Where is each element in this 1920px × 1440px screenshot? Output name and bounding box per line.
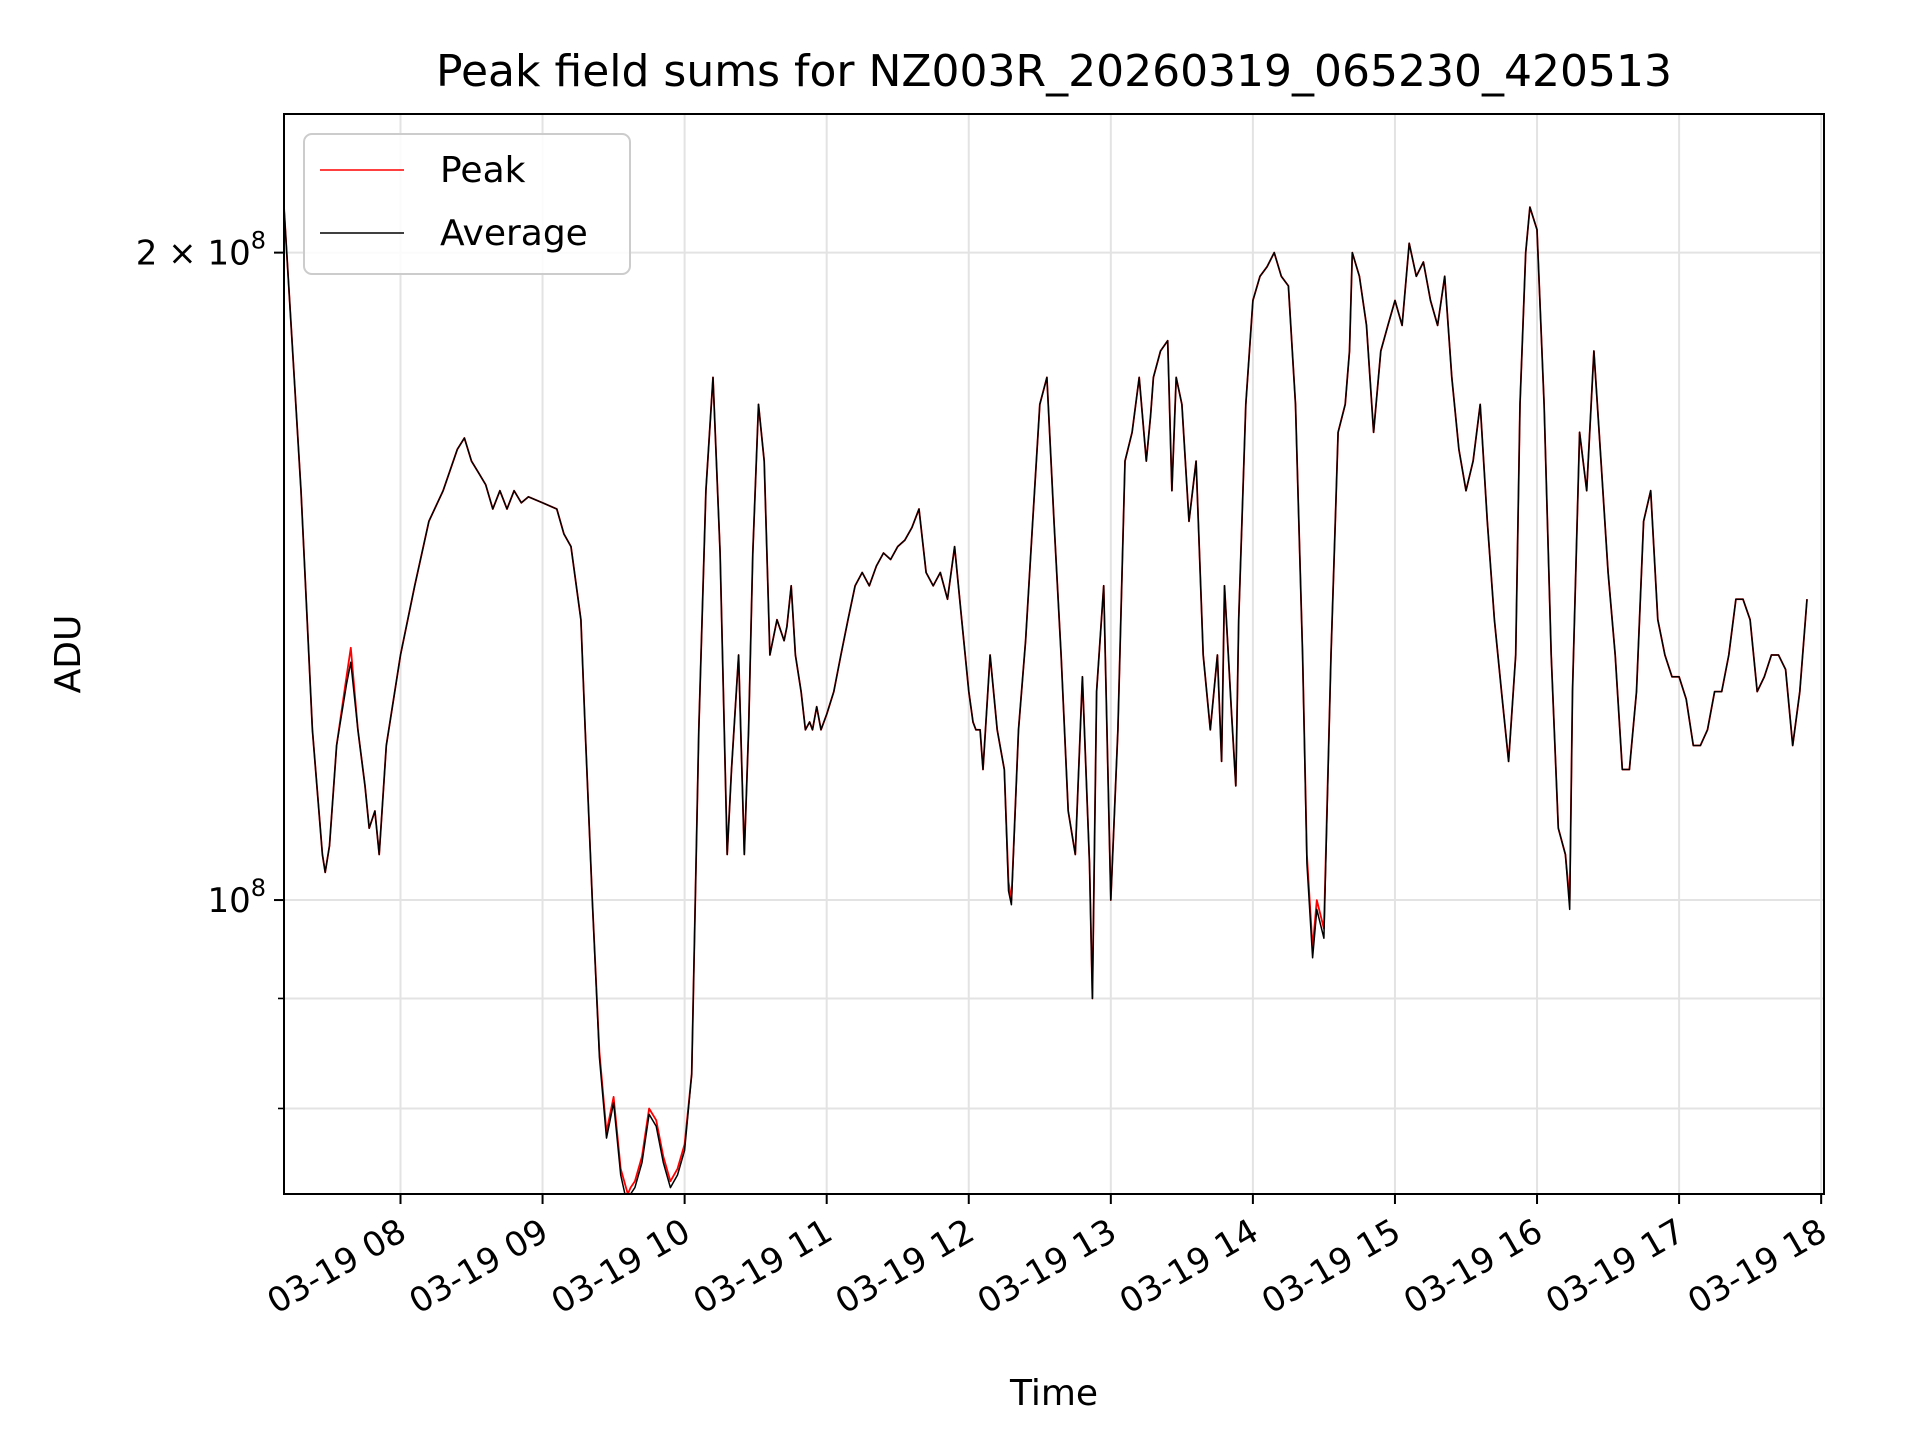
y-tick-label-base: 2 × 10 <box>136 234 251 274</box>
x-axis-label: Time <box>1009 1373 1098 1414</box>
chart-title: Peak field sums for NZ003R_20260319_0652… <box>436 46 1672 97</box>
series-group <box>284 206 1808 1194</box>
legend: Peak Average <box>303 133 631 275</box>
y-tick-label-base: 10 <box>207 881 250 921</box>
y-tick-label: 108 <box>207 874 266 921</box>
legend-label-peak: Peak <box>440 150 526 191</box>
y-tick-label-exponent: 8 <box>251 874 266 902</box>
series-line-average <box>284 206 1808 1194</box>
y-tick-label-exponent: 8 <box>251 227 266 255</box>
y-tick-label: 2 × 108 <box>136 227 266 274</box>
plot-frame <box>283 113 1825 1195</box>
y-axis-label: ADU <box>48 615 89 694</box>
legend-label-average: Average <box>440 213 588 254</box>
legend-box <box>303 133 631 275</box>
grid <box>284 114 1824 1194</box>
